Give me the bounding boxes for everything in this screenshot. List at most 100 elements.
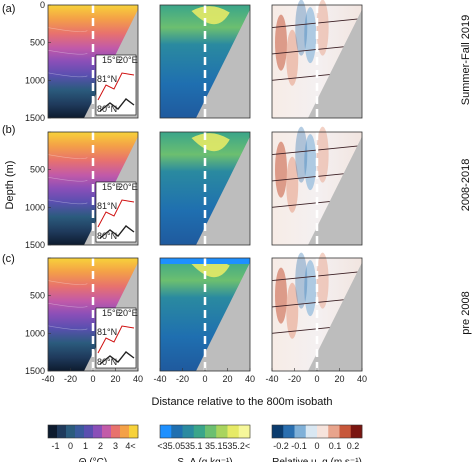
colorbar-label: Θ (°C) [79, 457, 107, 462]
colorbar-swatch [48, 425, 58, 438]
inset-coast [99, 225, 135, 239]
colorbar-tick-label: 0 [314, 441, 319, 451]
colorbar-tick-label: 35.2< [227, 441, 250, 451]
inset-track [97, 72, 135, 101]
colorbar-tick-label: 0.1 [329, 441, 342, 451]
colorbar-tick-label: 4< [125, 441, 135, 451]
axes-text: (a) (b) (c) Depth (m) Distance relative … [2, 3, 472, 408]
x-tick-label: 0 [314, 374, 319, 384]
colorbar-swatch [317, 425, 329, 438]
y-tick-label: 1000 [25, 328, 45, 338]
y-tick-label: 1500 [25, 240, 45, 250]
colorbar-swatch [339, 425, 352, 438]
x-tick-label: 0 [90, 374, 95, 384]
isotherm-line [47, 302, 88, 308]
panel-frame [47, 4, 139, 119]
colorbar-swatch [93, 425, 103, 438]
inset-lon-tick: 20°E [118, 308, 138, 318]
colorbar-tick-label: 0 [68, 441, 73, 451]
colorbar-swatch [305, 425, 318, 438]
colorbar-swatch [272, 425, 284, 438]
panel-r2-c1: 15°E20°E81°N 80°N 500 1000 1500 [25, 131, 139, 250]
colorbar-tick-label: <35.05 [157, 441, 185, 451]
salinity-core [191, 6, 230, 25]
panel-label-c: (c) [2, 253, 15, 265]
colorbar-swatch [129, 425, 139, 438]
panel-r2-c3 [271, 126, 363, 246]
panel-r1-c1: 15°E20°E81°N 80°N 0 500 1000 1500 [25, 0, 139, 123]
velocity-blob [316, 126, 329, 183]
inset-lon-tick: 15°E [102, 308, 122, 318]
seabed-slope [196, 132, 250, 245]
row-label-3: pre 2008 [460, 291, 472, 334]
inset-lat-tick: 81°N [97, 74, 117, 84]
isotherm-line [47, 176, 88, 182]
inset-map: 15°E20°E81°N 80°N [95, 307, 138, 369]
salinity-core [191, 133, 230, 152]
panel-frame [159, 4, 251, 119]
x-tick-label: -20 [288, 374, 301, 384]
inset-lon-tick: 15°E [102, 182, 122, 192]
isotherm-line [47, 72, 88, 78]
x-tick-label: -40 [41, 374, 54, 384]
colorbar-frame [159, 424, 251, 439]
panel-r3-c2: -40 -20 0 20 40 [153, 257, 255, 384]
x-tick-label: 40 [357, 374, 367, 384]
x-tick-label: -40 [153, 374, 166, 384]
velocity-blob [286, 156, 299, 213]
velocity-blob [286, 29, 299, 86]
x-tick-label: 20 [110, 374, 120, 384]
inset-coast [99, 98, 135, 112]
velocity-blob [316, 0, 329, 56]
seabed-slope [308, 258, 362, 371]
colorbar-frame [47, 424, 139, 439]
colorbar-label: Relative u_q (m s⁻¹) [272, 457, 362, 462]
velocity-blob [286, 282, 299, 339]
x-tick-label: -20 [176, 374, 189, 384]
velocity-blob [304, 260, 317, 317]
inset-lon-tick: 20°E [118, 182, 138, 192]
colorbar-tick-label: -0.1 [291, 441, 307, 451]
velocity-blob [295, 126, 308, 183]
velocity-blob [295, 0, 308, 56]
velocity-blob [275, 14, 287, 71]
panel-label-b: (b) [2, 124, 15, 136]
inset-lon-tick: 20°E [118, 55, 138, 65]
colorbar-swatch [84, 425, 94, 438]
velocity-blob [316, 252, 329, 309]
velocity-blob [275, 267, 287, 324]
colorbar-swatch [283, 425, 295, 438]
colorbar-swatch [238, 425, 251, 438]
panel-grid: 15°E20°E81°N80°N05001000150015°E20°E81°N… [25, 0, 367, 384]
row-label-1: Summer-Fall 2019 [460, 15, 472, 105]
seabed-slope [196, 5, 250, 118]
y-tick-label: 1000 [25, 75, 45, 85]
colorbar-swatch [328, 425, 340, 438]
colorbar-label: S_A (g kg⁻¹) [177, 457, 232, 462]
colorbar-swatch [160, 425, 172, 438]
colorbar-swatch [75, 425, 85, 438]
inset-lat-tick: 81°N [97, 327, 117, 337]
y-tick-label: 500 [30, 38, 45, 48]
colorbar-tick-label: 2 [98, 441, 103, 451]
velocity-blob [275, 141, 287, 198]
colorbar-swatch [102, 425, 112, 438]
colorbar-tick-label: -0.2 [273, 441, 289, 451]
y-tick-label: 1000 [25, 202, 45, 212]
y-tick-label: 500 [30, 165, 45, 175]
x-axis-label: Distance relative to the 800m isobath [152, 396, 333, 408]
isotherm-line [47, 27, 88, 32]
colorbar-tick-label: 35.15 [205, 441, 228, 451]
colorbar-swatch [205, 425, 217, 438]
inset-lon-tick: 15°E [102, 55, 122, 65]
inset-frame [95, 307, 137, 369]
panel-label-a: (a) [2, 3, 15, 15]
isotherm-line [47, 280, 88, 285]
panel-r1-c3 [271, 0, 363, 119]
colorbar-frame [271, 424, 363, 439]
isotherm-line [47, 325, 88, 331]
x-tick-label: 40 [133, 374, 143, 384]
colorbar-swatch [216, 425, 228, 438]
